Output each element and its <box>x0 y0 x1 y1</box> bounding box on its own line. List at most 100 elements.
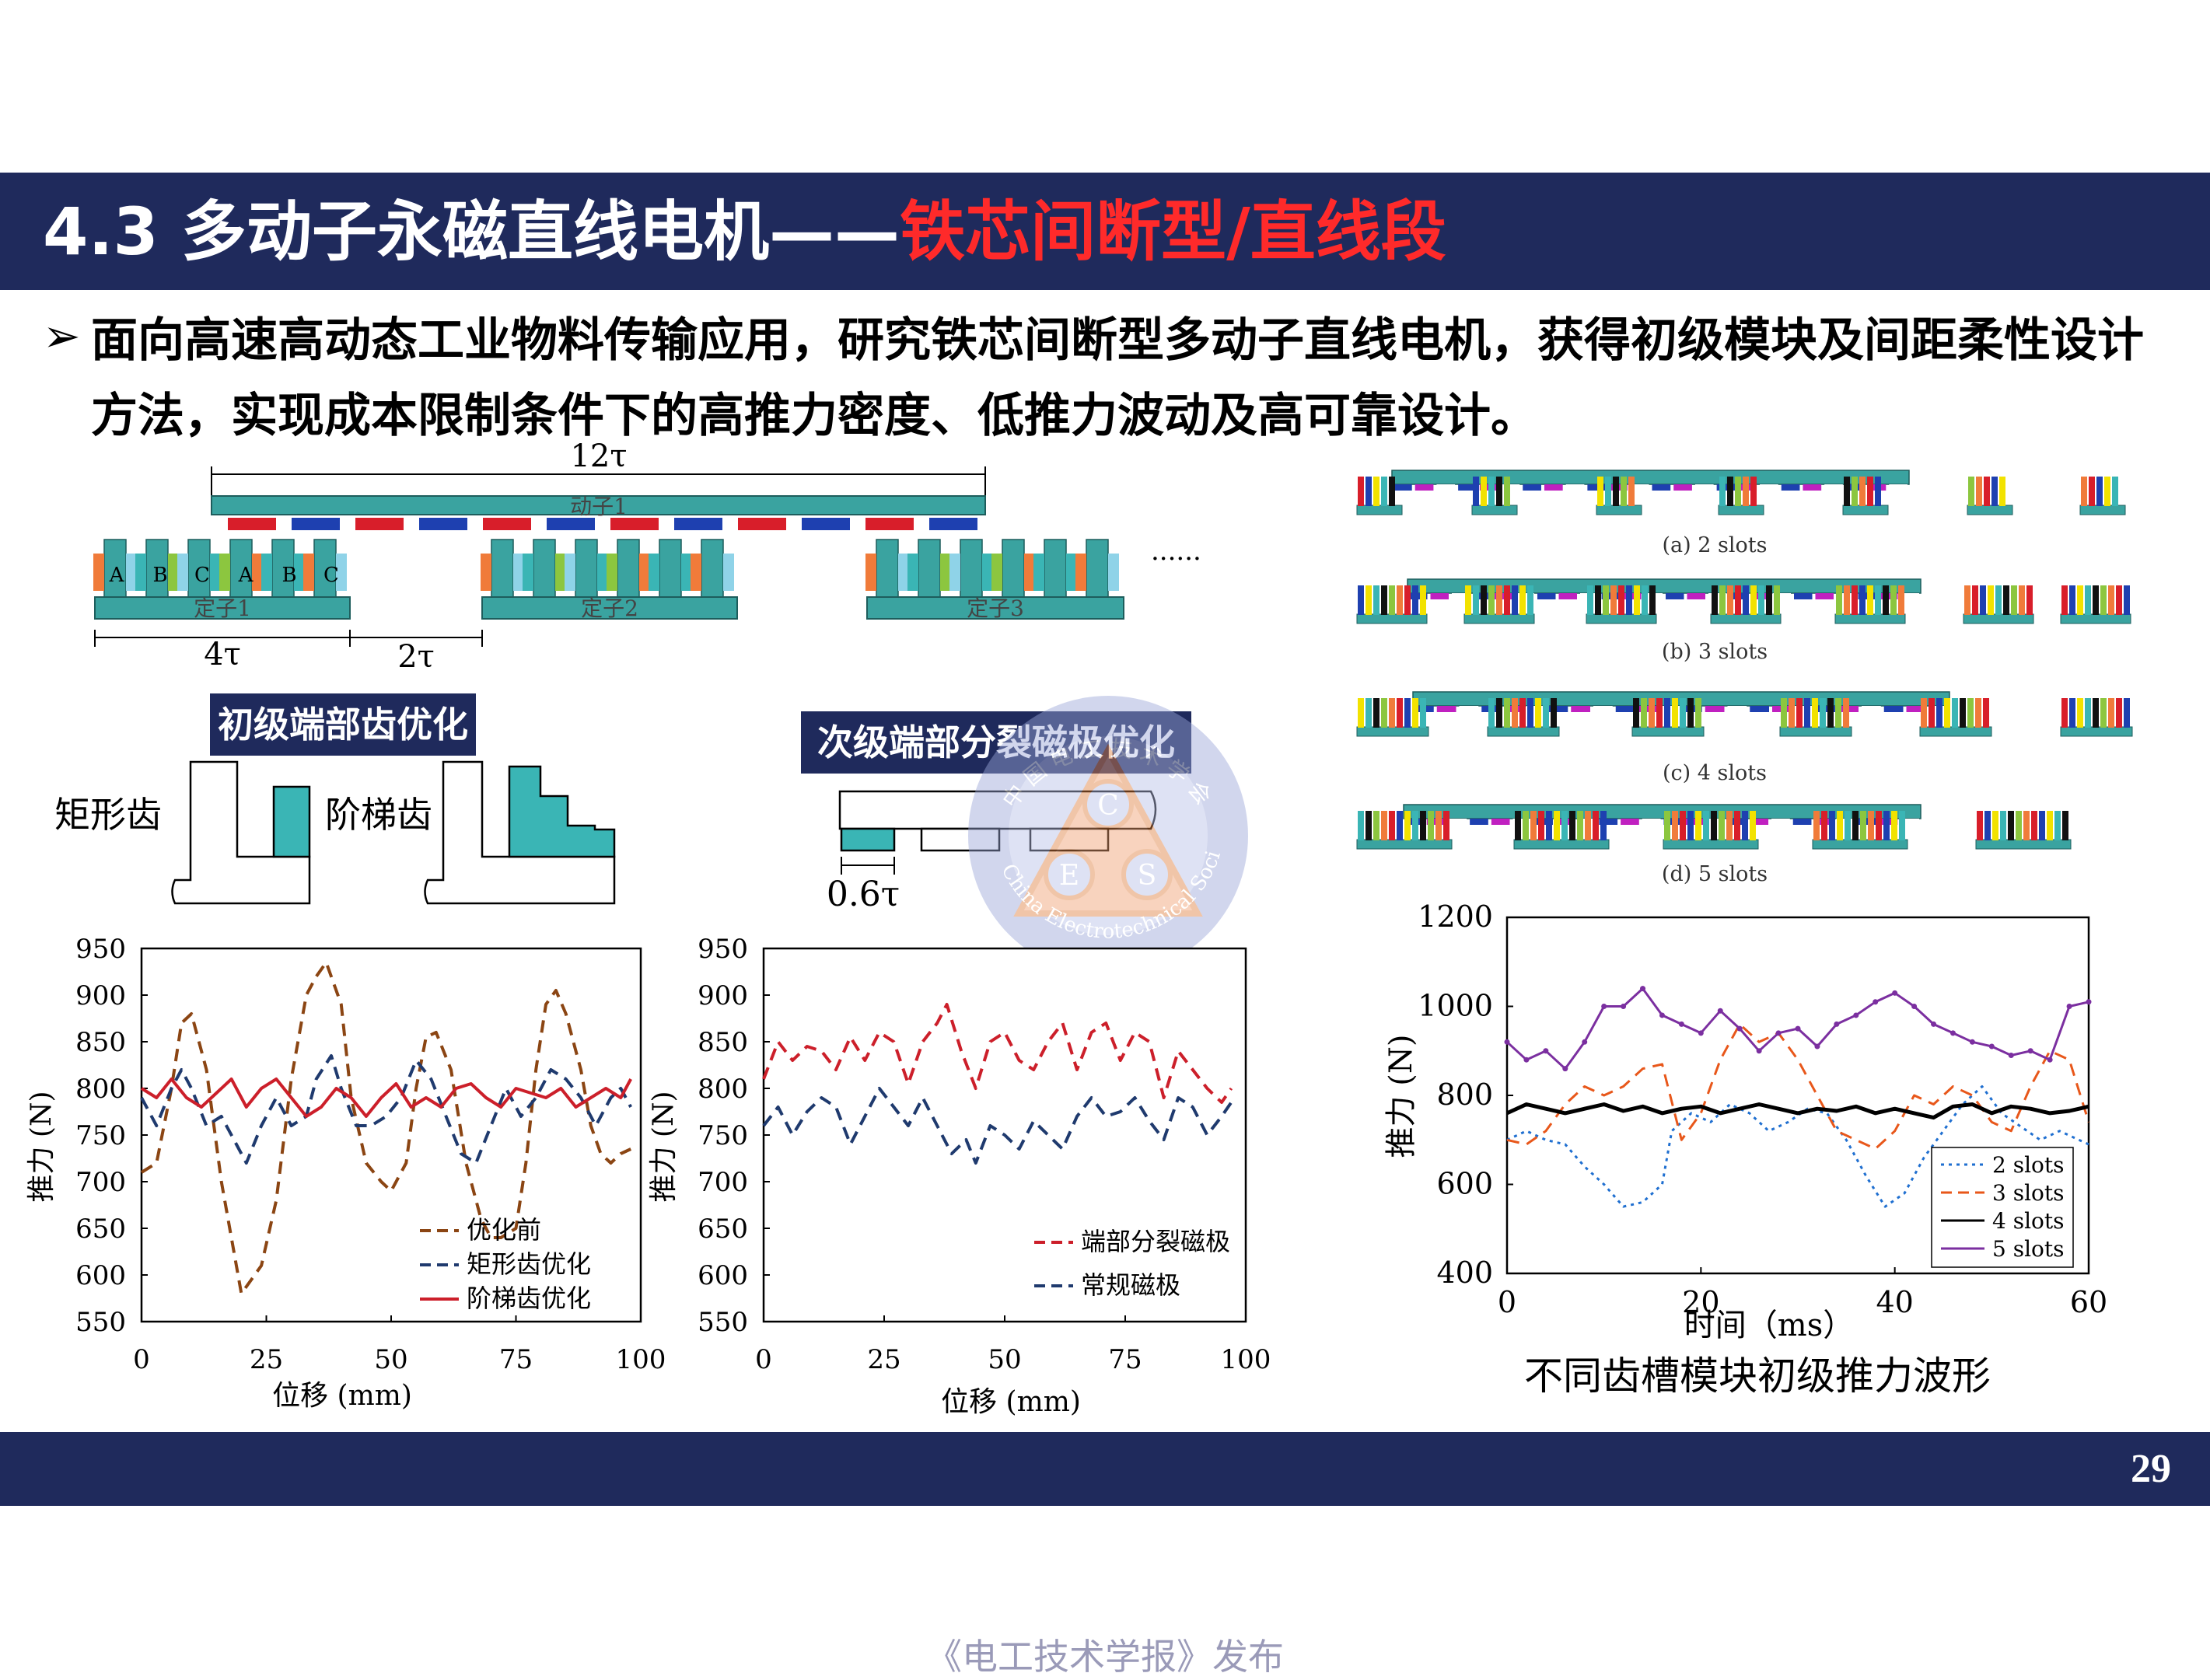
slot-magnet <box>1523 484 1541 491</box>
series-marker <box>1795 1025 1801 1032</box>
bullet-arrow-icon: ➢ <box>43 309 81 362</box>
chart3-caption: 不同齿槽模块初级推力波形 <box>1524 1353 1991 1399</box>
y-tick-label: 550 <box>75 1307 126 1338</box>
slot-coil <box>1672 698 1678 728</box>
slot-coil <box>1844 585 1850 615</box>
slot-magnet <box>1571 706 1590 712</box>
slot-coil <box>1835 698 1841 728</box>
slot-magnet <box>1652 484 1671 491</box>
rect-tooth-fill <box>272 785 311 858</box>
series-marker <box>1931 1021 1937 1027</box>
slot-coil <box>2023 811 2030 840</box>
slot-coil <box>1936 698 1942 728</box>
slot-coil <box>1859 585 1866 615</box>
y-tick-label: 550 <box>698 1307 748 1338</box>
step-tooth-fill <box>508 765 616 858</box>
legend-label: 3 slots <box>1992 1180 2065 1206</box>
slot-coil <box>1774 585 1780 615</box>
slot-coil <box>1868 811 1874 840</box>
series-marker <box>1892 990 1898 996</box>
stator-coil <box>723 554 734 591</box>
stator-coil <box>93 554 104 591</box>
slot-coil <box>1821 811 1827 840</box>
primary-opt-diagram: 矩形齿 阶梯齿 <box>54 760 616 905</box>
mover-magnet <box>547 518 595 530</box>
series-marker <box>1582 1039 1588 1045</box>
slot-mover <box>1403 804 1922 819</box>
slot-coil <box>1488 477 1495 506</box>
y-tick-label: 900 <box>698 980 748 1011</box>
slot-stator <box>2079 505 2126 515</box>
slot-magnet <box>1436 484 1456 491</box>
slot-magnet <box>1901 819 1919 825</box>
slot-coil <box>1983 698 1989 728</box>
slot-coil <box>1554 811 1560 840</box>
series-marker <box>2027 1048 2033 1054</box>
series-marker <box>1969 1039 1975 1045</box>
slot-magnet <box>1685 819 1704 825</box>
x-tick-label: 20 <box>1682 1285 1719 1319</box>
stator-tooth <box>876 539 899 598</box>
slot-coil <box>1976 477 1982 506</box>
slot-magnet <box>1491 819 1510 825</box>
stator-coil <box>168 554 179 591</box>
slot-coil <box>1852 477 1858 506</box>
mover-magnet <box>610 518 659 530</box>
legend-label: 2 slots <box>1992 1152 2065 1178</box>
y-tick-label: 800 <box>698 1074 748 1105</box>
slot-coil <box>1465 585 1471 615</box>
slot-magnet <box>1687 593 1705 599</box>
slot-coil <box>1829 811 1835 840</box>
slot-coil <box>2039 811 2045 840</box>
stator-coil <box>126 554 137 591</box>
slot-coil <box>1656 698 1663 728</box>
mover-span-label: 12τ <box>570 443 627 474</box>
x-tick-label: 0 <box>755 1344 772 1375</box>
chart2-xlabel: 位移 (mm) <box>941 1386 1081 1418</box>
slot-coil <box>1960 698 1966 728</box>
y-tick-label: 650 <box>698 1214 748 1245</box>
slot-stator <box>1842 505 1889 515</box>
slot-coil <box>1883 811 1890 840</box>
slots-caption-c: (c) 4 slots <box>1663 761 1767 785</box>
watermark-letter: E <box>1059 860 1079 892</box>
slot-coil <box>1373 585 1380 615</box>
slot-coil <box>1420 585 1426 615</box>
series-marker <box>1562 1066 1568 1072</box>
series-marker <box>1853 1012 1859 1018</box>
x-tick-label: 0 <box>133 1344 150 1375</box>
stator-coil <box>294 554 305 591</box>
stator-coil <box>949 554 960 591</box>
slot-coil <box>1695 811 1701 840</box>
slot-stator <box>1356 726 1429 737</box>
series-marker <box>1873 999 1879 1005</box>
slot-stator <box>2060 613 2131 624</box>
phase-label: C <box>323 564 339 587</box>
stator-3-base <box>866 596 1124 620</box>
slot-coil <box>1412 698 1418 728</box>
y-tick-label: 800 <box>1436 1078 1493 1112</box>
slot-coil <box>1766 585 1772 615</box>
x-tick-label: 75 <box>1108 1344 1142 1375</box>
stator-coil <box>336 554 347 591</box>
slot-coil <box>2124 585 2130 615</box>
slot-coil <box>2077 585 2083 615</box>
slot-magnet <box>1458 484 1477 491</box>
slot-coil <box>1381 585 1387 615</box>
magnet-3 <box>1029 827 1110 852</box>
slot-coil <box>1515 811 1521 840</box>
slot-magnet <box>1901 593 1919 599</box>
series-marker <box>1911 1004 1918 1009</box>
stator-coil <box>303 554 314 591</box>
stator-coil <box>210 554 221 591</box>
slot-magnet <box>1889 484 1908 491</box>
slot-coil <box>1373 698 1380 728</box>
series-marker <box>2047 1057 2053 1063</box>
slot-stator <box>2060 726 2133 737</box>
slot-coil <box>2093 585 2099 615</box>
step-tooth-label: 阶梯齿 <box>325 794 432 836</box>
slot-coil <box>1530 811 1537 840</box>
stator-coil <box>135 554 146 591</box>
slot-coil <box>2061 698 2068 728</box>
